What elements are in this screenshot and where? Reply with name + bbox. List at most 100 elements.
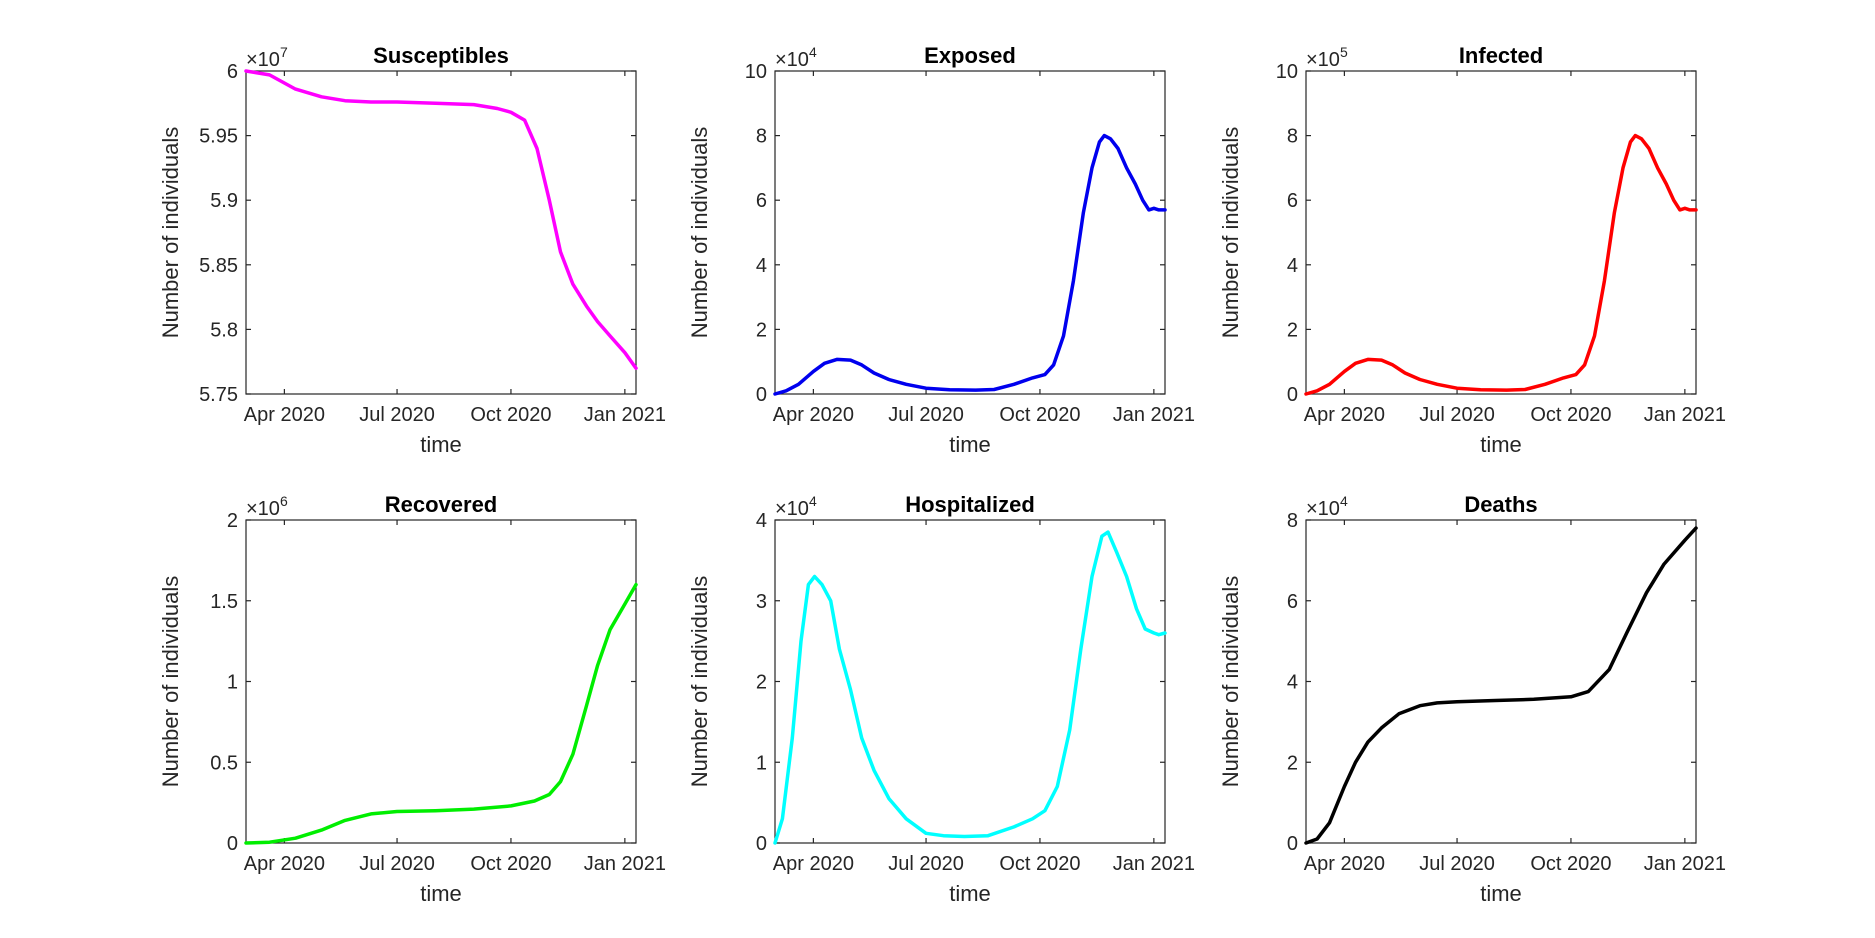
subplot-susceptibles: 5.75 5.8 5.85 5.9 5.95 6 Apr 2020 Jul 2020 Oct 2…: [158, 43, 666, 457]
y-axis-label: Number of individuals: [687, 127, 712, 339]
x-tick-label: Oct 2020: [470, 404, 551, 426]
subplot-grid: 5.75 5.8 5.85 5.9 5.95 6 Apr 2020 Jul 2020 Oct 2…: [158, 43, 1726, 906]
y-tick-label: 8: [756, 126, 767, 148]
y-tick-label: 6: [1287, 591, 1298, 613]
axis-exponent: ×106: [246, 493, 288, 520]
x-tick-label: Apr 2020: [773, 853, 854, 875]
axis-exponent: ×105: [1306, 44, 1348, 71]
y-tick-label: 1.5: [210, 591, 238, 613]
panel-title: Susceptibles: [373, 43, 509, 68]
y-tick-label: 6: [1287, 190, 1298, 212]
y-tick-label: 0: [756, 833, 767, 855]
x-tick-label: Jan 2021: [584, 404, 666, 426]
x-tick-label: Jul 2020: [359, 404, 435, 426]
y-tick-label: 2: [756, 672, 767, 694]
x-tick-label: Oct 2020: [470, 853, 551, 875]
axis-exponent-power: 6: [280, 493, 288, 509]
y-tick-label: 2: [756, 319, 767, 341]
x-axis-label: time: [420, 881, 462, 906]
axis-exponent-power: 4: [809, 44, 817, 60]
axis-exponent-power: 4: [809, 493, 817, 509]
y-tick-label: 5.9: [210, 190, 238, 212]
y-axis-label: Number of individuals: [1218, 576, 1243, 788]
plot-area: [1305, 519, 1697, 844]
subplot-infected: 0 2 4 6 8 10 Apr 2020 Jul 2020 Oct 2020 Jan 2021 I…: [1218, 43, 1726, 457]
plot-area: [774, 519, 1166, 844]
x-tick-label: Apr 2020: [244, 404, 325, 426]
x-tick-label: Apr 2020: [773, 404, 854, 426]
y-tick-label: 5.85: [199, 255, 238, 277]
plot-area: [1305, 70, 1697, 395]
series-line-deaths: [1304, 526, 1698, 845]
panel-title: Deaths: [1464, 492, 1537, 517]
x-tick-label: Jul 2020: [888, 853, 964, 875]
y-tick-label: 10: [1276, 61, 1298, 83]
panel-title: Hospitalized: [905, 492, 1035, 517]
x-tick-label: Oct 2020: [1530, 404, 1611, 426]
y-tick-label: 6: [227, 61, 238, 83]
y-tick-label: 1: [756, 752, 767, 774]
x-tick-label: Jan 2021: [1113, 853, 1195, 875]
subplot-exposed: 0 2 4 6 8 10 Apr 2020 Jul 2020 Oct 2020 Jan 2021 E…: [687, 43, 1195, 457]
axis-exponent-power: 7: [280, 44, 288, 60]
y-tick-label: 8: [1287, 510, 1298, 532]
y-axis-label: Number of individuals: [1218, 127, 1243, 339]
x-axis-label: time: [1480, 432, 1522, 457]
x-tick-label: Oct 2020: [1530, 853, 1611, 875]
y-tick-label: 2: [1287, 319, 1298, 341]
series-line-exposed: [773, 133, 1167, 396]
x-tick-label: Jan 2021: [1644, 404, 1726, 426]
x-axis-label: time: [949, 881, 991, 906]
x-tick-label: Apr 2020: [1304, 853, 1385, 875]
axis-exponent-power: 4: [1340, 493, 1348, 509]
y-tick-label: 3: [756, 591, 767, 613]
x-axis-label: time: [949, 432, 991, 457]
axis-exponent: ×104: [775, 44, 817, 71]
x-tick-label: Apr 2020: [1304, 404, 1385, 426]
y-tick-label: 0: [756, 384, 767, 406]
x-tick-label: Jul 2020: [1419, 853, 1495, 875]
x-tick-label: Jul 2020: [888, 404, 964, 426]
axis-exponent: ×107: [246, 44, 288, 71]
subplot-recovered: 0 0.5 1 1.5 2 Apr 2020 Jul 2020 Oct 2020 Jan 202…: [158, 492, 666, 906]
series-line-hospitalized: [773, 530, 1167, 845]
axis-exponent: ×104: [1306, 493, 1348, 520]
subplot-deaths: 0 2 4 6 8 Apr 2020 Jul 2020 Oct 2020 Jan 2021 Dea…: [1218, 492, 1726, 906]
y-tick-label: 2: [227, 510, 238, 532]
panel-title: Infected: [1459, 43, 1543, 68]
x-axis-label: time: [1480, 881, 1522, 906]
y-tick-label: 0: [1287, 833, 1298, 855]
y-tick-label: 10: [745, 61, 767, 83]
x-tick-label: Oct 2020: [999, 853, 1080, 875]
y-tick-label: 4: [1287, 255, 1298, 277]
y-axis-label: Number of individuals: [687, 576, 712, 788]
y-tick-label: 2: [1287, 752, 1298, 774]
x-tick-label: Jan 2021: [1644, 853, 1726, 875]
y-tick-label: 0: [227, 833, 238, 855]
y-tick-label: 6: [756, 190, 767, 212]
panel-title: Exposed: [924, 43, 1016, 68]
series-line-recovered: [244, 582, 638, 845]
plot-area: [774, 70, 1166, 395]
y-tick-label: 0.5: [210, 752, 238, 774]
y-tick-label: 5.75: [199, 384, 238, 406]
x-tick-label: Apr 2020: [244, 853, 325, 875]
y-axis-label: Number of individuals: [158, 127, 183, 339]
y-tick-label: 4: [1287, 672, 1298, 694]
y-tick-label: 8: [1287, 126, 1298, 148]
x-tick-label: Jul 2020: [1419, 404, 1495, 426]
x-tick-label: Jan 2021: [1113, 404, 1195, 426]
y-tick-label: 4: [756, 510, 767, 532]
x-tick-label: Oct 2020: [999, 404, 1080, 426]
y-tick-label: 0: [1287, 384, 1298, 406]
y-tick-label: 4: [756, 255, 767, 277]
y-axis-label: Number of individuals: [158, 576, 183, 788]
series-line-infected: [1304, 133, 1698, 396]
plot-area: [245, 70, 637, 395]
y-tick-label: 1: [227, 672, 238, 694]
y-tick-label: 5.95: [199, 126, 238, 148]
plot-area: [245, 519, 637, 844]
series-line-susceptibles: [244, 69, 638, 370]
x-tick-label: Jul 2020: [359, 853, 435, 875]
